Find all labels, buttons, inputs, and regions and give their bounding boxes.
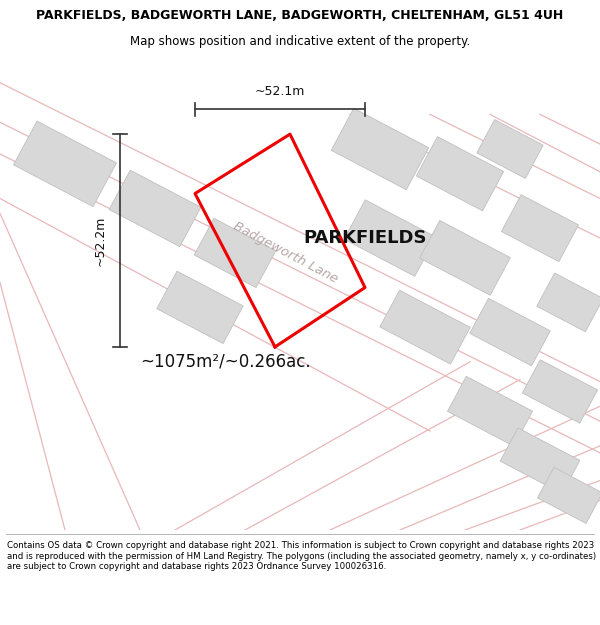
Bar	[502, 195, 578, 262]
Bar	[416, 137, 503, 211]
Bar	[109, 170, 201, 247]
Text: PARKFIELDS: PARKFIELDS	[303, 229, 427, 247]
Bar	[477, 119, 543, 178]
Bar	[380, 290, 470, 364]
Bar	[194, 218, 276, 288]
Text: PARKFIELDS, BADGEWORTH LANE, BADGEWORTH, CHELTENHAM, GL51 4UH: PARKFIELDS, BADGEWORTH LANE, BADGEWORTH,…	[37, 9, 563, 22]
Bar	[470, 298, 550, 366]
Bar	[537, 273, 600, 332]
Text: ~52.2m: ~52.2m	[94, 216, 107, 266]
Bar	[157, 271, 243, 344]
Bar	[331, 108, 429, 190]
Bar	[523, 360, 598, 423]
Bar	[538, 468, 600, 523]
Bar	[14, 121, 116, 207]
Text: Badgeworth Lane: Badgeworth Lane	[230, 220, 340, 286]
Bar	[448, 376, 532, 446]
Bar	[419, 221, 511, 295]
Text: Map shows position and indicative extent of the property.: Map shows position and indicative extent…	[130, 35, 470, 48]
Bar	[500, 428, 580, 494]
Bar	[344, 200, 436, 276]
Text: ~1075m²/~0.266ac.: ~1075m²/~0.266ac.	[140, 352, 311, 371]
Text: Contains OS data © Crown copyright and database right 2021. This information is : Contains OS data © Crown copyright and d…	[7, 541, 596, 571]
Text: ~52.1m: ~52.1m	[255, 85, 305, 98]
